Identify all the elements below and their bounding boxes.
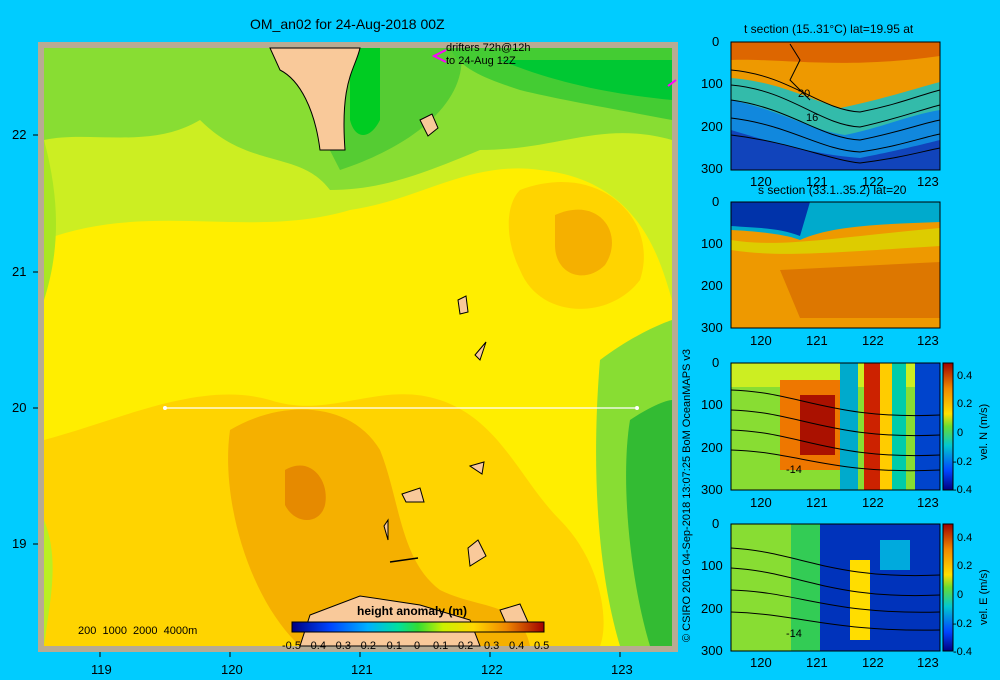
colorbar-tick: 0.4	[509, 640, 525, 652]
contour-label: -14	[786, 464, 802, 476]
velE-ytick: 300	[701, 643, 723, 658]
s-ytick: 200	[701, 278, 723, 293]
colorbar-tick: 0	[414, 640, 421, 652]
land-taiwan	[269, 47, 361, 151]
colorbar-tick: -0.3	[332, 640, 351, 652]
t-xtick: 121	[806, 174, 828, 189]
s-ytick: 100	[701, 236, 723, 251]
velN-xtick: 120	[750, 495, 772, 510]
map-ytick: 22	[12, 127, 27, 142]
velE-cbtick: -0.4	[953, 646, 972, 658]
height-colorbar	[291, 621, 545, 633]
velE-xtick: 123	[917, 655, 939, 670]
velN-cbtick: -0.4	[953, 484, 972, 496]
velE-cbtick: 0	[957, 589, 964, 601]
velE-xtick: 122	[862, 655, 884, 670]
velE-section-plot	[730, 523, 941, 652]
map-xtick: 121	[351, 662, 373, 677]
t-ytick: 200	[701, 119, 723, 134]
velN-cbtick: 0	[957, 427, 964, 439]
s-xtick: 122	[862, 333, 884, 348]
velN-cblabel: vel. N (m/s)	[978, 403, 990, 460]
t-xtick: 120	[750, 174, 772, 189]
drifters-note: drifters 72h@12h to 24-Aug 12Z	[446, 42, 531, 68]
velE-cbtick: -0.2	[953, 618, 972, 630]
velE-ytick: 200	[701, 601, 723, 616]
velN-cbtick: 0.2	[957, 398, 973, 410]
velN-ytick: 200	[701, 440, 723, 455]
colorbar-tick: 0.3	[484, 640, 500, 652]
velN-xtick: 122	[862, 495, 884, 510]
velN-cbtick: -0.2	[953, 456, 972, 468]
velE-ytick: 0	[712, 516, 720, 531]
velE-ytick: 100	[701, 558, 723, 573]
s-section-plot	[730, 201, 941, 329]
depth-legend: 200 1000 2000 4000m	[78, 625, 198, 637]
colorbar-tick: 0.5	[534, 640, 550, 652]
s-section-title: s section (33.1..35.2) lat=20	[758, 183, 907, 197]
colorbar-tick: -0.4	[307, 640, 326, 652]
map-ytick: 21	[12, 264, 27, 279]
colorbar-tick: 0.1	[433, 640, 449, 652]
s-xtick: 120	[750, 333, 772, 348]
velN-xtick: 121	[806, 495, 828, 510]
velN-section-plot	[730, 362, 941, 491]
velE-xtick: 121	[806, 655, 828, 670]
s-ytick: 300	[701, 320, 723, 335]
velE-cbtick: 0.2	[957, 560, 973, 572]
drifter-track	[431, 49, 447, 63]
contour-label: -14	[786, 628, 802, 640]
velE-xtick: 120	[750, 655, 772, 670]
velN-colorbar	[942, 362, 954, 491]
colorbar-label: height anomaly (m)	[357, 604, 468, 618]
t-xtick: 122	[862, 174, 884, 189]
land-luzon	[299, 595, 481, 647]
t-ytick: 300	[701, 161, 723, 176]
s-xtick: 121	[806, 333, 828, 348]
velN-ytick: 0	[712, 355, 720, 370]
map-xtick: 122	[481, 662, 503, 677]
t-section-title: t section (15..31°C) lat=19.95 at	[744, 22, 914, 36]
height-anomaly-field	[44, 48, 672, 646]
colorbar-tick: -0.5	[282, 640, 301, 652]
velN-cbtick: 0.4	[957, 370, 973, 382]
velE-cblabel: vel. E (m/s)	[978, 569, 990, 625]
t-section-plot	[730, 41, 941, 171]
map-ytick: 19	[12, 536, 27, 551]
t-ytick: 0	[712, 34, 720, 49]
drifters-line2: to 24-Aug 12Z	[446, 55, 516, 67]
t-xtick: 123	[917, 174, 939, 189]
colorbar-tick: -0.2	[357, 640, 376, 652]
s-ytick: 0	[712, 194, 720, 209]
map-xtick: 123	[611, 662, 633, 677]
map-ytick: 20	[12, 400, 27, 415]
drifters-line1: drifters 72h@12h	[446, 42, 531, 54]
map-xtick: 120	[221, 662, 243, 677]
colorbar-tick: 0.2	[458, 640, 474, 652]
colorbar-tick: -0.1	[383, 640, 402, 652]
map-xtick: 119	[91, 662, 112, 677]
velN-ytick: 300	[701, 482, 723, 497]
velN-ytick: 100	[701, 397, 723, 412]
page-title: OM_an02 for 24-Aug-2018 00Z	[250, 16, 445, 32]
velE-cbtick: 0.4	[957, 532, 973, 544]
velE-colorbar	[942, 523, 954, 652]
velN-xtick: 123	[917, 495, 939, 510]
contour-label: 20	[798, 88, 811, 100]
t-ytick: 100	[701, 76, 723, 91]
contour-label: 16	[806, 112, 819, 124]
s-xtick: 123	[917, 333, 939, 348]
